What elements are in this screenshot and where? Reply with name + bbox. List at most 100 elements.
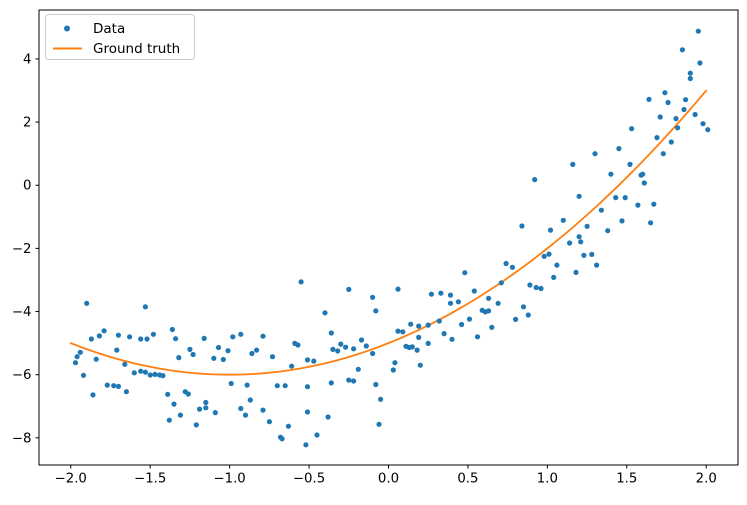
data-point (474, 334, 481, 340)
x-tick-label: 0.5 (457, 472, 478, 487)
data-point (589, 251, 595, 257)
data-point (169, 326, 175, 333)
data-point (538, 285, 544, 292)
data-point (519, 223, 525, 229)
data-point (304, 409, 311, 415)
data-point (238, 405, 244, 412)
data-point (679, 47, 686, 53)
data-point (695, 28, 701, 34)
data-point (285, 423, 291, 429)
data-point (138, 368, 144, 374)
data-point (489, 324, 495, 330)
data-point (436, 318, 442, 324)
data-point (138, 336, 144, 342)
data-point (325, 414, 331, 420)
data-point (220, 356, 226, 363)
data-point (311, 358, 317, 364)
data-point (115, 383, 121, 389)
data-point (592, 151, 598, 157)
x-tick-label: 1.0 (537, 472, 558, 487)
data-point (447, 292, 454, 298)
data-point (598, 207, 605, 213)
data-point (304, 384, 311, 390)
data-point (417, 362, 423, 368)
data-point (228, 380, 234, 387)
data-point (395, 286, 401, 292)
data-point (509, 264, 515, 270)
data-point (414, 347, 420, 353)
data-point (613, 195, 619, 201)
data-point (266, 419, 272, 425)
data-point (201, 335, 207, 341)
data-point (378, 396, 384, 402)
data-point (495, 300, 501, 306)
data-point (425, 322, 431, 328)
ground-truth-curve (69, 89, 708, 376)
data-point (328, 330, 334, 336)
data-point (171, 401, 177, 407)
data-point (322, 310, 328, 316)
data-point (88, 336, 94, 342)
data-point (104, 382, 110, 388)
data-point (111, 383, 117, 389)
data-point (462, 270, 468, 276)
data-point (651, 201, 657, 207)
data-point (166, 417, 172, 423)
data-point (697, 60, 703, 66)
data-point (260, 333, 266, 339)
data-point (314, 432, 320, 438)
data-point (665, 99, 671, 106)
data-point (390, 367, 396, 373)
data-point (346, 286, 352, 292)
data-point (551, 274, 557, 280)
data-point (176, 355, 182, 361)
data-point (96, 333, 102, 339)
data-point (203, 405, 209, 411)
data-point (635, 202, 641, 208)
data-point (660, 151, 666, 157)
data-point (84, 300, 90, 306)
x-tick-label: −2.0 (55, 472, 87, 487)
data-point (338, 341, 344, 347)
data-point (77, 349, 83, 355)
data-point (376, 421, 382, 427)
data-point (212, 410, 218, 416)
data-point (532, 177, 538, 183)
data-point (187, 346, 193, 352)
data-point (211, 355, 217, 361)
data-point (576, 234, 582, 240)
data-point (520, 304, 527, 310)
data-point (567, 240, 573, 246)
data-point (298, 279, 304, 285)
data-point (152, 371, 158, 377)
data-point (576, 193, 582, 199)
data-point (196, 406, 203, 412)
data-point (416, 323, 422, 329)
data-point (525, 312, 531, 318)
data-point (641, 180, 647, 186)
data-point (279, 436, 285, 442)
data-point (238, 331, 244, 337)
data-point (351, 378, 357, 384)
data-point (343, 344, 349, 350)
data-point (370, 350, 376, 357)
data-point (547, 227, 554, 233)
axes-spines (38, 9, 739, 466)
y-tick-label: −2 (12, 242, 32, 257)
data-point (705, 127, 711, 133)
data-point (560, 217, 566, 223)
data-point (160, 373, 166, 379)
data-point (80, 372, 87, 378)
data-point (346, 377, 352, 383)
data-point (392, 360, 398, 366)
data-point (351, 346, 357, 352)
data-point (570, 161, 576, 167)
data-point (662, 90, 668, 96)
data-point (546, 251, 552, 257)
x-tick-label: 1.5 (616, 472, 637, 487)
data-point (244, 382, 250, 388)
data-point (395, 328, 401, 334)
data-point (142, 369, 148, 375)
data-point (131, 370, 137, 376)
